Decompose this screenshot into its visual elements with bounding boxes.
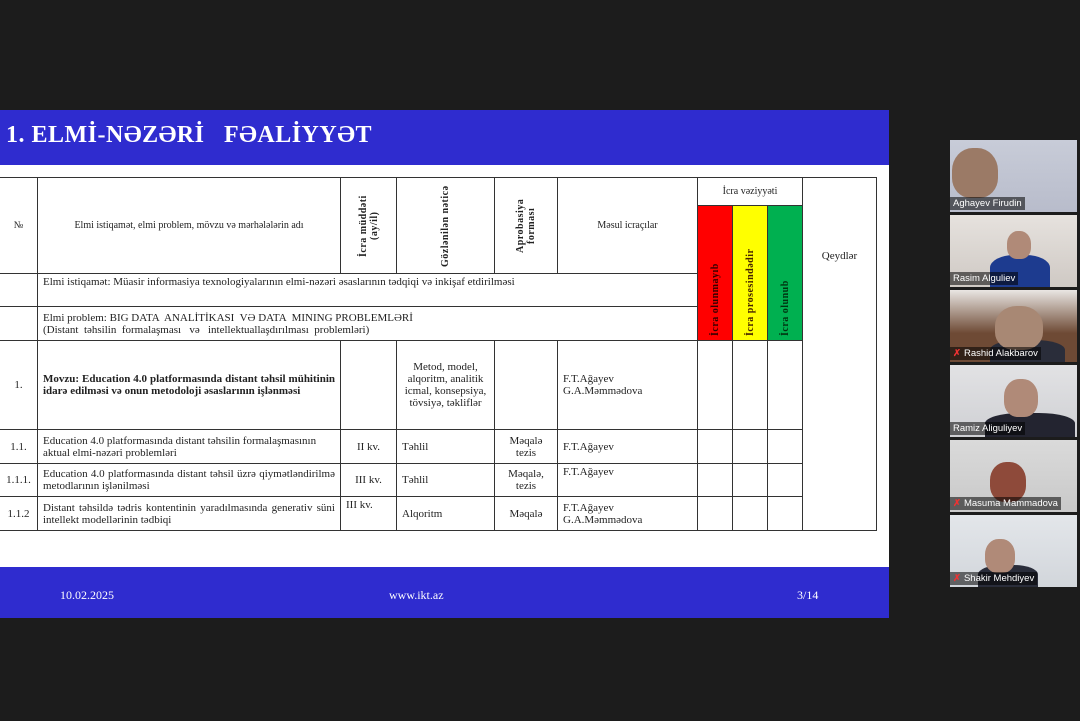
row-no: 1. — [0, 340, 38, 430]
slide-date: 10.02.2025 — [60, 588, 114, 602]
slide-page-number: 3/14 — [797, 588, 819, 602]
participant-name: Rasim Alguliev — [953, 273, 1016, 284]
participant-name: Aghayev Firudin — [953, 198, 1022, 209]
row-name: Education 4.0 platformasında distant təh… — [37, 463, 341, 497]
status-done: İcra olunub — [779, 279, 791, 336]
activity-table: № Elmi istiqamət, elmi problem, mövzu və… — [0, 177, 877, 531]
table-row: 1. Movzu: Education 4.0 platformasında d… — [0, 340, 877, 430]
participant-name: Shakir Mehdiyev — [963, 573, 1035, 584]
participant-name: Ramiz Aliguliyev — [953, 423, 1023, 434]
row-duration — [340, 340, 397, 430]
participant-tile[interactable]: Ramiz Aliguliyev — [950, 365, 1077, 437]
participant-tile[interactable]: ✗ Masuma Mammadova — [950, 440, 1077, 512]
muted-mic-icon: ✗ — [953, 573, 961, 584]
muted-mic-icon: ✗ — [953, 348, 961, 359]
row-approval: Məqalə tezis — [494, 429, 558, 464]
participant-tile[interactable]: Rasim Alguliev — [950, 215, 1077, 287]
header-executors: Məsul icraçılar — [557, 177, 698, 274]
status-in-progress: İcra prosesindədir — [744, 248, 756, 336]
row-duration: II kv. — [340, 429, 397, 464]
row-approval: Məqalə — [494, 496, 558, 531]
row-duration: III kv. — [340, 496, 397, 531]
row-approval: Məqalə, tezis — [494, 463, 558, 497]
participant-tile[interactable]: ✗ Rashid Alakbarov — [950, 290, 1077, 362]
row-result: Təhlil — [396, 463, 495, 497]
row-executors: F.T.Ağayev G.A.Məmmədova — [557, 340, 698, 430]
row-executors: F.T.Ağayev — [557, 429, 698, 464]
header-no: № — [0, 177, 38, 274]
row-no: 1.1.2 — [0, 496, 38, 531]
slide-title: 1. ELMİ-NƏZƏRİ FƏALİYYƏT — [6, 122, 372, 148]
participant-tile[interactable]: Aghayev Firudin — [950, 140, 1077, 212]
header-approval: Aprobasiya forması — [515, 198, 537, 253]
slide-url: www.ikt.az — [389, 588, 444, 602]
header-duration: İcra müddəti (ay/il) — [357, 194, 380, 257]
row-result: Metod, model, alqoritm, analitik icmal, … — [396, 340, 495, 430]
status-not-done: İcra olunmayıb — [709, 262, 721, 336]
table-row: 1.1.2 Distant təhsildə tədris kontentini… — [0, 496, 877, 531]
header-name: Elmi istiqamət, elmi problem, mövzu və m… — [37, 177, 341, 274]
table-row: 1.1.1. Education 4.0 platformasında dist… — [0, 463, 877, 497]
row-result: Təhlil — [396, 429, 495, 464]
row-approval — [494, 340, 558, 430]
header-status-group: İcra vəziyyəti — [697, 177, 803, 206]
scientific-direction: Elmi istiqamət: Müasir informasiya texno… — [37, 273, 698, 307]
problem-title: Elmi problem: BIG DATA ANALİTİKASI VƏ DA… — [43, 311, 413, 324]
slide-footer: 10.02.2025 www.ikt.az 3/14 — [0, 567, 889, 618]
row-name: Movzu: Education 4.0 platformasında dist… — [37, 340, 341, 430]
header-result: Gözlənilən nəticə — [440, 184, 451, 267]
muted-mic-icon: ✗ — [953, 498, 961, 509]
row-name: Education 4.0 platformasında distant təh… — [37, 429, 341, 464]
slide-header: 1. ELMİ-NƏZƏRİ FƏALİYYƏT — [0, 110, 889, 165]
row-executors: F.T.Ağayev G.A.Məmmədova — [557, 496, 698, 531]
participant-name: Rashid Alakbarov — [963, 348, 1038, 359]
row-name: Distant təhsildə tədris kontentinin yara… — [37, 496, 341, 531]
row-no: 1.1.1. — [0, 463, 38, 497]
row-no: 1.1. — [0, 429, 38, 464]
participant-name: Masuma Mammadova — [963, 498, 1058, 509]
header-notes: Qeydlər — [802, 177, 877, 531]
shared-slide: 1. ELMİ-NƏZƏRİ FƏALİYYƏT № Elmi istiqamə… — [0, 110, 889, 618]
table-row: 1.1. Education 4.0 platformasında distan… — [0, 429, 877, 464]
participant-tile[interactable]: ✗ Shakir Mehdiyev — [950, 515, 1077, 587]
row-duration: III kv. — [340, 463, 397, 497]
row-result: Alqoritm — [396, 496, 495, 531]
problem-subtitle: (Distant təhsilin formalaşması və intell… — [43, 323, 370, 336]
row-executors: F.T.Ağayev — [557, 463, 698, 497]
